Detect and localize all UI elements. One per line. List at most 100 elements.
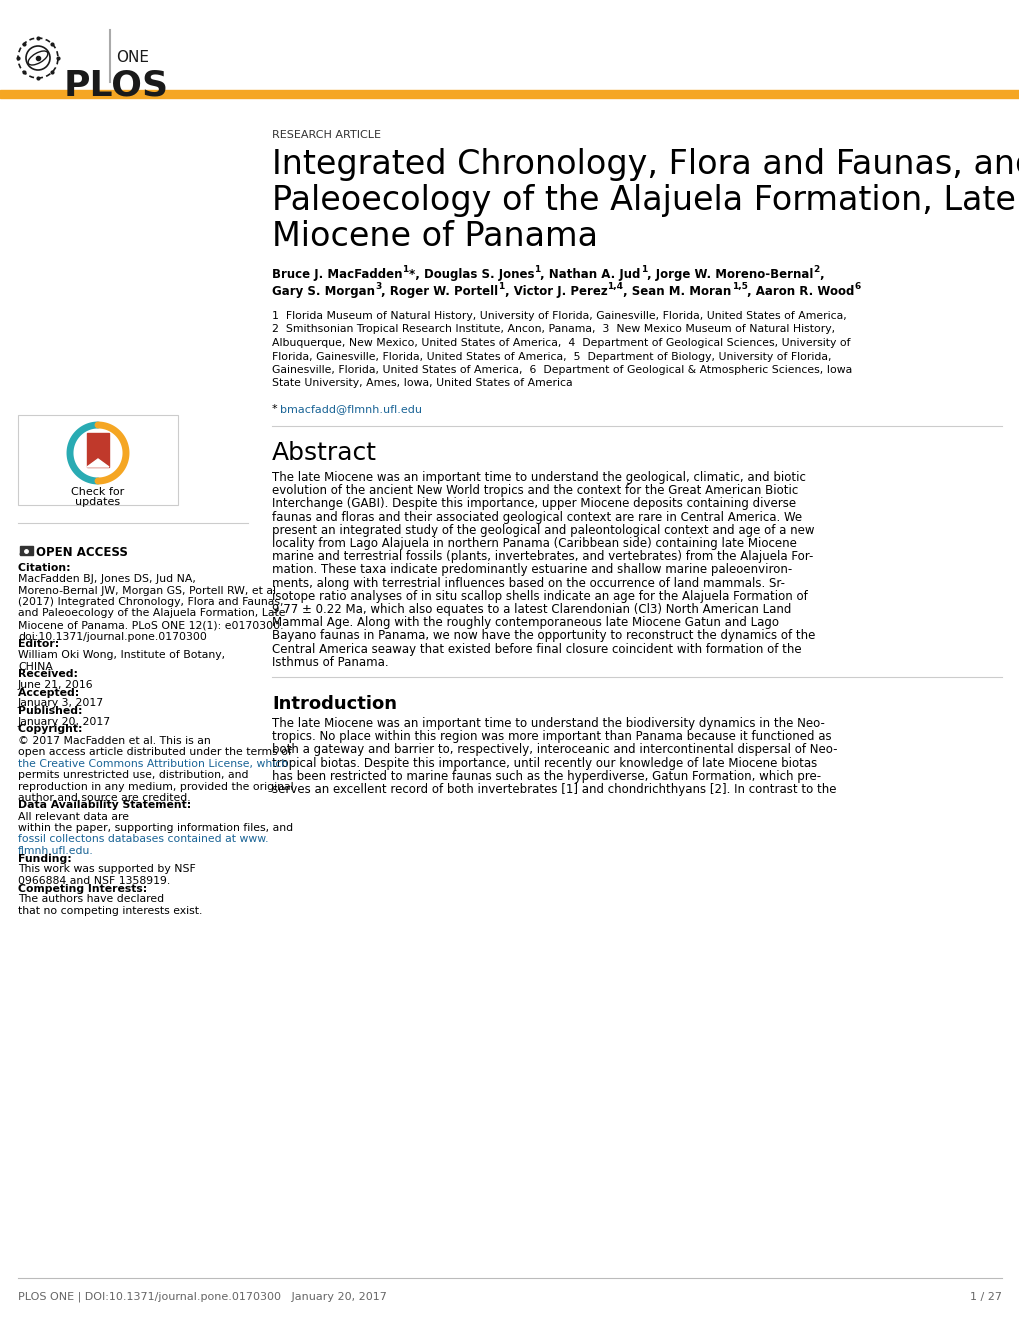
Text: locality from Lago Alajuela in northern Panama (Caribbean side) containing late : locality from Lago Alajuela in northern … [272, 537, 796, 550]
Text: Integrated Chronology, Flora and Faunas, and: Integrated Chronology, Flora and Faunas,… [272, 148, 1019, 181]
Text: State University, Ames, Iowa, United States of America: State University, Ames, Iowa, United Sta… [272, 379, 572, 388]
Text: The authors have declared: The authors have declared [18, 895, 164, 904]
Text: Accepted:: Accepted: [18, 688, 83, 697]
Text: faunas and floras and their associated geological context are rare in Central Am: faunas and floras and their associated g… [272, 511, 801, 524]
Text: 6: 6 [854, 282, 860, 290]
Text: and Paleoecology of the Alajuela Formation, Late: and Paleoecology of the Alajuela Formati… [18, 609, 285, 619]
Text: doi:10.1371/journal.pone.0170300: doi:10.1371/journal.pone.0170300 [18, 631, 207, 642]
Text: ments, along with terrestrial influences based on the occurrence of land mammals: ments, along with terrestrial influences… [272, 577, 785, 590]
Text: 1 / 27: 1 / 27 [969, 1292, 1001, 1302]
Text: permits unrestricted use, distribution, and: permits unrestricted use, distribution, … [18, 770, 249, 780]
Text: bmacfadd@flmnh.ufl.edu: bmacfadd@flmnh.ufl.edu [280, 404, 422, 414]
Text: 1: 1 [640, 265, 646, 275]
Text: Received:: Received: [18, 669, 82, 678]
Text: PLOS: PLOS [64, 69, 169, 102]
Text: Albuquerque, New Mexico, United States of America,  4  Department of Geological : Albuquerque, New Mexico, United States o… [272, 338, 850, 348]
Text: 1: 1 [403, 265, 409, 275]
Text: the Creative Commons Attribution License, which: the Creative Commons Attribution License… [18, 759, 287, 768]
Text: Central America seaway that existed before final closure coincident with formati: Central America seaway that existed befo… [272, 643, 801, 656]
Text: This work was supported by NSF: This work was supported by NSF [18, 865, 196, 874]
Text: ,: , [819, 268, 823, 281]
Text: , Aaron R. Wood: , Aaron R. Wood [747, 285, 854, 298]
Text: open access article distributed under the terms of: open access article distributed under th… [18, 747, 291, 756]
Text: Gainesville, Florida, United States of America,  6  Department of Geological & A: Gainesville, Florida, United States of A… [272, 366, 852, 375]
Text: Check for: Check for [71, 487, 124, 498]
Text: Bruce J. MacFadden: Bruce J. MacFadden [272, 268, 403, 281]
Text: updates: updates [75, 498, 120, 507]
Bar [87, 433, 109, 467]
FancyBboxPatch shape [18, 414, 178, 506]
Text: 9.77 ± 0.22 Ma, which also equates to a latest Clarendonian (Cl3) North American: 9.77 ± 0.22 Ma, which also equates to a … [272, 603, 791, 616]
Text: Miocene of Panama. PLoS ONE 12(1): e0170300.: Miocene of Panama. PLoS ONE 12(1): e0170… [18, 620, 283, 630]
Text: CHINA: CHINA [18, 661, 53, 672]
Text: 1,4: 1,4 [606, 282, 623, 290]
Text: The late Miocene was an important time to understand the biodiversity dynamics i: The late Miocene was an important time t… [272, 717, 824, 730]
Text: mation. These taxa indicate predominantly estuarine and shallow marine paleoenvi: mation. These taxa indicate predominantl… [272, 564, 792, 577]
Text: Abstract: Abstract [272, 441, 377, 465]
Text: , Jorge W. Moreno-Bernal: , Jorge W. Moreno-Bernal [646, 268, 813, 281]
Text: , Sean M. Moran: , Sean M. Moran [623, 285, 731, 298]
Text: present an integrated study of the geological and paleontological context and ag: present an integrated study of the geolo… [272, 524, 814, 537]
Text: ONE: ONE [116, 50, 149, 66]
Text: , Roger W. Portell: , Roger W. Portell [381, 285, 498, 298]
Text: January 3, 2017: January 3, 2017 [18, 698, 104, 709]
Text: author and source are credited.: author and source are credited. [18, 793, 191, 803]
Text: Published:: Published: [18, 706, 87, 715]
Text: has been restricted to marine faunas such as the hyperdiverse, Gatun Formation, : has been restricted to marine faunas suc… [272, 770, 820, 783]
Text: flmnh.ufl.edu.: flmnh.ufl.edu. [18, 846, 94, 855]
Text: Data Availability Statement:: Data Availability Statement: [18, 800, 195, 810]
Text: , Victor J. Perez: , Victor J. Perez [504, 285, 606, 298]
Text: Miocene of Panama: Miocene of Panama [272, 220, 597, 253]
Text: Funding:: Funding: [18, 854, 75, 863]
Text: MacFadden BJ, Jones DS, Jud NA,: MacFadden BJ, Jones DS, Jud NA, [18, 574, 196, 583]
Text: Copyright:: Copyright: [18, 725, 87, 734]
Text: Isthmus of Panama.: Isthmus of Panama. [272, 656, 388, 669]
Text: 2  Smithsonian Tropical Research Institute, Ancon, Panama,  3  New Mexico Museum: 2 Smithsonian Tropical Research Institut… [272, 325, 835, 334]
Text: June 21, 2016: June 21, 2016 [18, 680, 94, 690]
Text: PLOS ONE | DOI:10.1371/journal.pone.0170300   January 20, 2017: PLOS ONE | DOI:10.1371/journal.pone.0170… [18, 1292, 386, 1303]
Text: *: * [272, 404, 281, 414]
Text: The late Miocene was an important time to understand the geological, climatic, a: The late Miocene was an important time t… [272, 471, 805, 484]
Text: 1,5: 1,5 [731, 282, 747, 290]
Text: both a gateway and barrier to, respectively, interoceanic and intercontinental d: both a gateway and barrier to, respectiv… [272, 743, 837, 756]
Text: , Nathan A. Jud: , Nathan A. Jud [540, 268, 640, 281]
Text: Mammal Age. Along with the roughly contemporaneous late Miocene Gatun and Lago: Mammal Age. Along with the roughly conte… [272, 616, 779, 630]
Text: January 20, 2017: January 20, 2017 [18, 717, 111, 727]
FancyBboxPatch shape [20, 546, 33, 554]
Text: that no competing interests exist.: that no competing interests exist. [18, 906, 202, 916]
Text: reproduction in any medium, provided the original: reproduction in any medium, provided the… [18, 781, 293, 792]
Text: within the paper, supporting information files, and: within the paper, supporting information… [18, 822, 292, 833]
Text: 0966884 and NSF 1358919.: 0966884 and NSF 1358919. [18, 876, 170, 886]
Text: RESEARCH ARTICLE: RESEARCH ARTICLE [272, 129, 381, 140]
Text: Gary S. Morgan: Gary S. Morgan [272, 285, 375, 298]
Text: tropics. No place within this region was more important than Panama because it f: tropics. No place within this region was… [272, 730, 830, 743]
Text: fossil collectons databases contained at www.: fossil collectons databases contained at… [18, 834, 268, 845]
Text: marine and terrestrial fossils (plants, invertebrates, and vertebrates) from the: marine and terrestrial fossils (plants, … [272, 550, 812, 564]
Text: Florida, Gainesville, Florida, United States of America,  5  Department of Biolo: Florida, Gainesville, Florida, United St… [272, 351, 830, 362]
Text: 1  Florida Museum of Natural History, University of Florida, Gainesville, Florid: 1 Florida Museum of Natural History, Uni… [272, 312, 846, 321]
Text: 1: 1 [498, 282, 504, 290]
Text: serves an excellent record of both invertebrates [1] and chondrichthyans [2]. In: serves an excellent record of both inver… [272, 783, 836, 796]
Text: Interchange (GABI). Despite this importance, upper Miocene deposits containing d: Interchange (GABI). Despite this importa… [272, 498, 796, 511]
Text: tropical biotas. Despite this importance, until recently our knowledge of late M: tropical biotas. Despite this importance… [272, 756, 816, 770]
Text: Bayano faunas in Panama, we now have the opportunity to reconstruct the dynamics: Bayano faunas in Panama, we now have the… [272, 630, 814, 643]
Text: *, Douglas S. Jones: *, Douglas S. Jones [409, 268, 534, 281]
Text: (2017) Integrated Chronology, Flora and Faunas,: (2017) Integrated Chronology, Flora and … [18, 597, 283, 607]
Text: Citation:: Citation: [18, 564, 74, 573]
Text: 1: 1 [534, 265, 540, 275]
Text: Editor:: Editor: [18, 639, 63, 649]
Text: 2: 2 [813, 265, 819, 275]
Text: © 2017 MacFadden et al. This is an: © 2017 MacFadden et al. This is an [18, 735, 211, 746]
Text: Introduction: Introduction [272, 696, 396, 713]
Text: OPEN ACCESS: OPEN ACCESS [36, 546, 127, 558]
Text: William Oki Wong, Institute of Botany,: William Oki Wong, Institute of Botany, [18, 649, 225, 660]
Text: evolution of the ancient New World tropics and the context for the Great America: evolution of the ancient New World tropi… [272, 484, 798, 498]
Text: 3: 3 [375, 282, 381, 290]
Polygon shape [87, 459, 109, 467]
Text: Paleoecology of the Alajuela Formation, Late: Paleoecology of the Alajuela Formation, … [272, 183, 1015, 216]
Text: All relevant data are: All relevant data are [18, 812, 128, 821]
Text: Competing Interests:: Competing Interests: [18, 883, 151, 894]
Bar [0, 90, 1019, 98]
Text: isotope ratio analyses of in situ scallop shells indicate an age for the Alajuel: isotope ratio analyses of in situ scallo… [272, 590, 807, 603]
Text: Moreno-Bernal JW, Morgan GS, Portell RW, et al.: Moreno-Bernal JW, Morgan GS, Portell RW,… [18, 586, 279, 595]
